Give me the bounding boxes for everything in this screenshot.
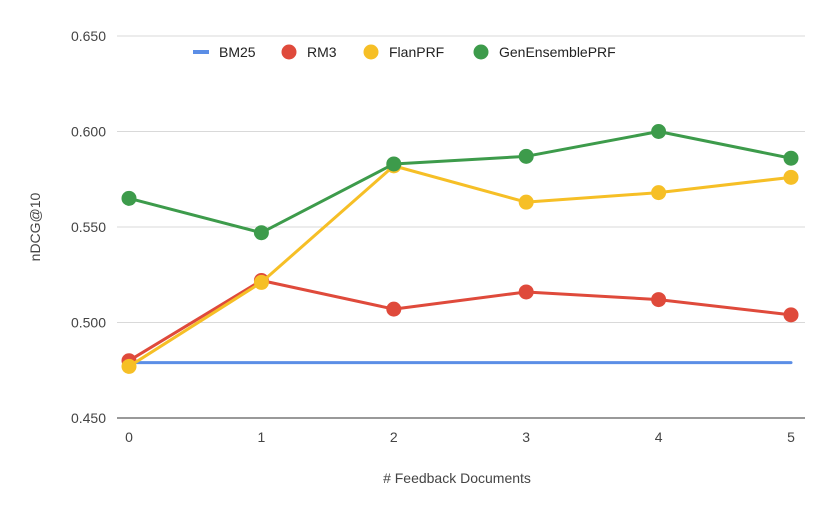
legend-label: FlanPRF — [389, 44, 444, 60]
x-tick-label: 1 — [258, 429, 266, 445]
data-point — [518, 194, 534, 210]
data-point — [253, 274, 269, 290]
x-tick-label: 0 — [125, 429, 133, 445]
y-tick-label: 0.450 — [71, 410, 106, 426]
legend: BM25 RM3 FlanPRF GenEnsemblePRF — [193, 44, 616, 60]
data-point — [783, 150, 799, 166]
y-axis-tick-labels: 0.450 0.500 0.550 0.600 0.650 — [71, 28, 106, 426]
x-tick-label: 3 — [522, 429, 530, 445]
data-point — [121, 190, 137, 206]
y-tick-label: 0.550 — [71, 219, 106, 235]
legend-item-genensembleprf[interactable]: GenEnsemblePRF — [473, 44, 616, 60]
data-point — [121, 358, 137, 374]
series-rm3 — [121, 272, 799, 369]
legend-item-rm3[interactable]: RM3 — [281, 44, 337, 60]
gridlines — [117, 35, 805, 419]
legend-marker — [473, 44, 489, 60]
data-point — [783, 307, 799, 323]
series-lines — [121, 124, 799, 374]
data-point — [386, 301, 402, 317]
data-point — [518, 284, 534, 300]
series-line — [127, 278, 793, 363]
x-tick-label: 2 — [390, 429, 398, 445]
legend-item-bm25[interactable]: BM25 — [193, 44, 256, 60]
data-point — [651, 185, 667, 201]
series-line — [127, 130, 793, 235]
y-tick-label: 0.650 — [71, 28, 106, 44]
legend-marker — [281, 44, 297, 60]
legend-marker — [363, 44, 379, 60]
data-point — [518, 148, 534, 164]
series-line — [127, 164, 793, 368]
data-point — [783, 169, 799, 185]
legend-label: RM3 — [307, 44, 337, 60]
legend-label: GenEnsemblePRF — [499, 44, 616, 60]
data-point — [253, 225, 269, 241]
legend-label: BM25 — [219, 44, 256, 60]
x-tick-label: 5 — [787, 429, 795, 445]
data-point — [651, 124, 667, 139]
y-tick-label: 0.500 — [71, 315, 106, 331]
series-flanprf — [121, 158, 799, 374]
x-axis-title: # Feedback Documents — [383, 470, 531, 486]
data-point — [386, 156, 402, 172]
legend-item-flanprf[interactable]: FlanPRF — [363, 44, 445, 60]
y-tick-label: 0.600 — [71, 124, 106, 140]
y-axis-title: nDCG@10 — [27, 192, 43, 261]
data-point — [651, 292, 667, 308]
x-axis-tick-labels: 0 1 2 3 4 5 — [125, 429, 795, 445]
series-genensembleprf — [121, 124, 799, 241]
x-tick-label: 4 — [655, 429, 663, 445]
